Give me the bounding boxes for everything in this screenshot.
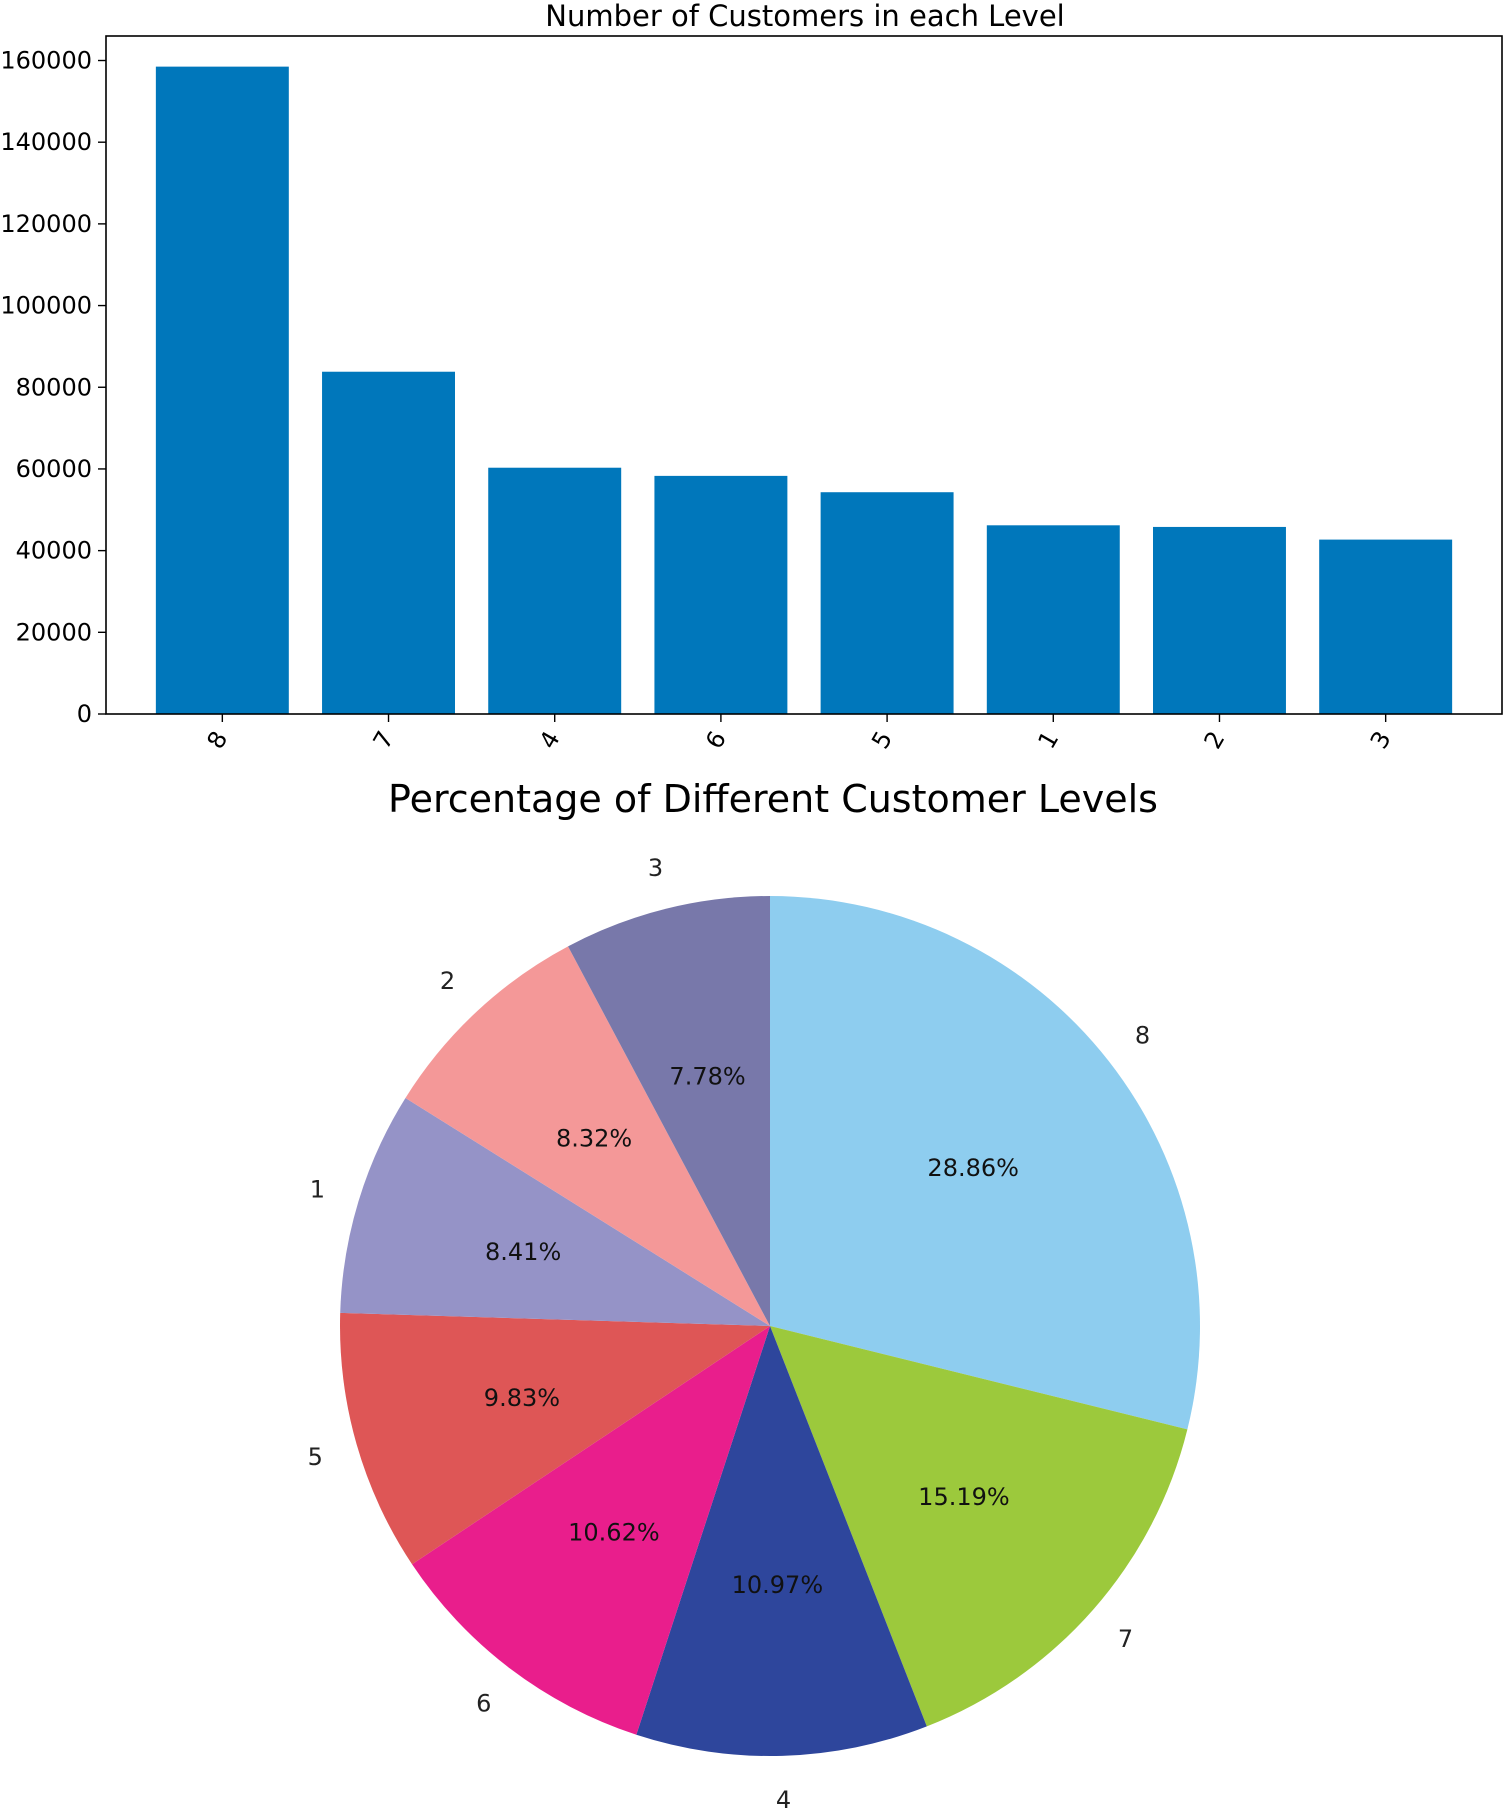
pie-percent-label: 10.97% <box>732 1571 824 1599</box>
pie-chart: Percentage of Different Customer Levels … <box>308 777 1200 1808</box>
x-tick-label: 6 <box>700 726 732 753</box>
pie-slice <box>405 946 770 1326</box>
pie-slice <box>568 896 770 1326</box>
pie-percent-label: 15.19% <box>918 1483 1010 1511</box>
y-tick-label: 40000 <box>16 537 92 565</box>
y-tick-label: 140000 <box>0 128 92 156</box>
pie-slice <box>770 1326 1188 1727</box>
y-tick-label: 160000 <box>0 47 92 75</box>
x-tick-label: 4 <box>534 726 566 753</box>
pie-slice <box>340 1312 770 1565</box>
bar <box>488 467 622 714</box>
y-tick-label: 100000 <box>0 292 92 320</box>
pie-percent-label: 10.62% <box>568 1518 660 1546</box>
pie-percent-label: 8.32% <box>556 1124 632 1152</box>
bar-plot-frame <box>105 35 1503 715</box>
y-tick-label: 20000 <box>16 618 92 646</box>
pie-category-label: 1 <box>310 1176 325 1204</box>
pie-percent-label: 7.78% <box>669 1063 745 1091</box>
x-tick-label: 3 <box>1365 726 1397 753</box>
y-tick-label: 0 <box>77 700 92 728</box>
x-tick-label: 7 <box>368 726 400 753</box>
bar-chart: Number of Customers in each Level 0 20000… <box>0 0 1503 754</box>
bar <box>1319 539 1453 714</box>
y-tick-label: 80000 <box>16 373 92 401</box>
bar <box>986 525 1120 714</box>
pie-slices <box>340 896 1200 1756</box>
pie-percent-label: 28.86% <box>927 1154 1019 1182</box>
pie-slice <box>636 1326 927 1756</box>
x-tick-label: 1 <box>1032 726 1064 753</box>
bar-series <box>155 66 1453 715</box>
bar <box>654 475 788 714</box>
pie-slice <box>340 1097 770 1326</box>
x-tick-label: 2 <box>1199 726 1231 753</box>
pie-category-label: 5 <box>308 1443 323 1471</box>
pie-category-label: 4 <box>776 1786 791 1808</box>
pie-slice <box>770 896 1200 1430</box>
y-tick-label: 60000 <box>16 455 92 483</box>
pie-category-label: 2 <box>440 967 455 995</box>
y-tick-label: 120000 <box>0 210 92 238</box>
bar <box>820 492 954 714</box>
bar-x-axis: 8 7 4 6 5 1 2 3 <box>201 714 1397 754</box>
bar <box>1153 526 1286 714</box>
pie-slice <box>412 1326 770 1735</box>
pie-category-label: 3 <box>648 854 663 882</box>
pie-percent-label: 8.41% <box>485 1238 561 1266</box>
x-tick-label: 5 <box>866 726 898 753</box>
bar-chart-title: Number of Customers in each Level <box>545 0 1064 33</box>
bar <box>322 371 455 714</box>
pie-category-label: 8 <box>1135 1022 1150 1050</box>
pie-percent-label: 9.83% <box>484 1384 560 1412</box>
bar <box>155 66 289 715</box>
pie-category-label: 7 <box>1118 1625 1133 1653</box>
x-tick-label: 8 <box>201 726 233 753</box>
pie-chart-title: Percentage of Different Customer Levels <box>388 777 1158 821</box>
bar-y-axis: 0 20000 40000 60000 80000 100000 120000 140000 1… <box>0 47 106 728</box>
pie-category-label: 6 <box>476 1690 491 1718</box>
pie-texts: 28.86% 8 15.19% 7 10.97% 4 10.62% 6 9.83% 5 8.41% 1… <box>308 854 1151 1808</box>
